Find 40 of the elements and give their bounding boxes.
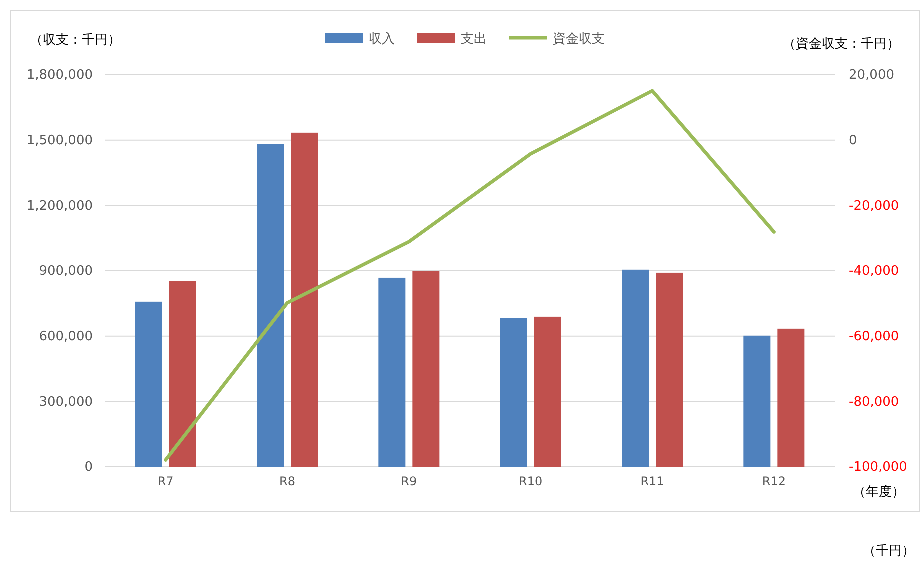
y-tick-label: 300,000 (39, 394, 93, 410)
y-tick-label: 0 (84, 460, 93, 476)
y-tick-label: 1,800,000 (26, 68, 93, 84)
bar (412, 271, 440, 467)
bar (135, 302, 162, 467)
x-tick-label: R12 (762, 474, 786, 489)
y-tick-label: 1,200,000 (26, 198, 93, 214)
y2-tick-label: -40,000 (849, 264, 900, 280)
legend-label: 資金収支 (553, 32, 605, 47)
x-tick-label: R10 (519, 474, 543, 489)
x-axis-title: （年度） (853, 484, 905, 500)
x-tick-label: R11 (640, 474, 664, 489)
y-tick-label: 1,500,000 (26, 133, 93, 148)
y2-tick-label: 0 (849, 133, 858, 148)
y2-tick-label: 20,000 (849, 68, 894, 84)
x-tick-label: R9 (401, 474, 418, 489)
y2-tick-label: -60,000 (849, 329, 900, 344)
y-tick-label: 600,000 (39, 329, 93, 344)
bar (778, 328, 805, 467)
y2-tick-label: -80,000 (849, 394, 900, 410)
bar (291, 132, 318, 467)
y-tick-label: 900,000 (39, 264, 93, 280)
bar (534, 316, 562, 467)
bar (656, 272, 683, 467)
y2-axis-title: （資金収支：千円） (783, 37, 900, 52)
text: （千円） (863, 544, 915, 559)
y2-tick-label: -20,000 (849, 198, 900, 214)
legend-label: 支出 (461, 32, 487, 47)
bar (500, 318, 528, 467)
x-tick-label: R7 (158, 474, 174, 489)
legend-label: 収入 (369, 32, 395, 47)
x-tick-label: R8 (280, 474, 296, 489)
bar (169, 281, 196, 467)
y2-tick-label: -100,000 (849, 460, 908, 476)
line-series (164, 89, 776, 462)
bar (622, 270, 649, 467)
bar (257, 144, 284, 467)
y-axis-title: （収支：千円） (30, 33, 121, 48)
bar (378, 278, 406, 467)
bar (744, 336, 771, 467)
